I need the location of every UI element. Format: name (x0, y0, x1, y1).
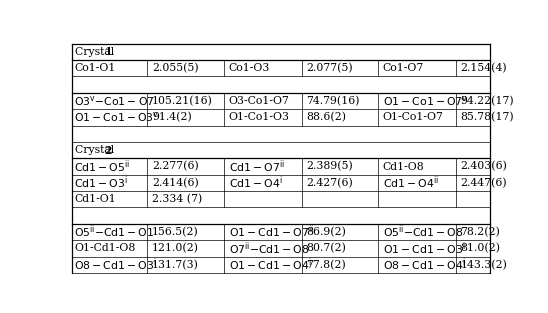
Text: 86.9(2): 86.9(2) (306, 227, 346, 237)
Text: $\rm{O8-Cd1-O4}^{i}\rm{}$: $\rm{O8-Cd1-O4}^{i}\rm{}$ (383, 257, 465, 273)
Text: $\rm{O7}^{ii}\rm{-Cd1-O8}$: $\rm{O7}^{ii}\rm{-Cd1-O8}$ (229, 240, 309, 257)
Text: $\rm{Cd1-O4}^{i}\rm{}$: $\rm{Cd1-O4}^{i}\rm{}$ (229, 175, 282, 191)
Text: 88.6(2): 88.6(2) (306, 112, 346, 122)
Text: $\rm{O1-Co1-O7}^{v}\rm{}$: $\rm{O1-Co1-O7}^{v}\rm{}$ (383, 94, 468, 108)
Text: 2.389(5): 2.389(5) (306, 161, 353, 172)
Text: $\rm{O5}^{ii}\rm{-Cd1-O1}$: $\rm{O5}^{ii}\rm{-Cd1-O1}$ (75, 224, 155, 240)
Text: $\rm{Cd1-O5}^{ii}\rm{}$: $\rm{Cd1-O5}^{ii}\rm{}$ (75, 158, 130, 175)
Text: 80.7(2): 80.7(2) (306, 243, 346, 254)
Text: Co1-O7: Co1-O7 (383, 63, 424, 73)
Text: 81.0(2): 81.0(2) (460, 243, 500, 254)
Text: Crystal: Crystal (75, 47, 117, 57)
Text: 74.79(16): 74.79(16) (306, 96, 360, 106)
Text: Co1-O3: Co1-O3 (229, 63, 270, 73)
Text: 2.277(6): 2.277(6) (152, 161, 199, 172)
Text: O1-Cd1-O8: O1-Cd1-O8 (75, 244, 136, 254)
Text: 91.4(2): 91.4(2) (152, 112, 192, 122)
Text: Co1-O1: Co1-O1 (75, 63, 116, 73)
Text: $\rm{O8-Cd1-O3}^{i}\rm{}$: $\rm{O8-Cd1-O3}^{i}\rm{}$ (75, 257, 157, 273)
Text: 94.22(17): 94.22(17) (460, 96, 514, 106)
Text: $\rm{O1-Co1-O3}^{v}\rm{}$: $\rm{O1-Co1-O3}^{v}\rm{}$ (75, 110, 159, 124)
Text: 105.21(16): 105.21(16) (152, 96, 213, 106)
Text: 85.78(17): 85.78(17) (460, 112, 514, 122)
Text: $\rm{O3}^{v}\rm{-Co1-O7}$: $\rm{O3}^{v}\rm{-Co1-O7}$ (75, 94, 155, 108)
Text: 1: 1 (104, 46, 112, 57)
Text: 131.7(3): 131.7(3) (152, 260, 199, 270)
Text: 2.403(6): 2.403(6) (460, 161, 507, 172)
Text: 2.427(6): 2.427(6) (306, 178, 353, 188)
Text: 2.334 (7): 2.334 (7) (152, 194, 202, 204)
Text: $\rm{O1-Cd1-O4}^{i}\rm{}$: $\rm{O1-Cd1-O4}^{i}\rm{}$ (229, 257, 311, 273)
Text: 156.5(2): 156.5(2) (152, 227, 199, 237)
Text: 2.154(4): 2.154(4) (460, 63, 507, 73)
Text: $\rm{O1-Cd1-O7}^{ii}\rm{}$: $\rm{O1-Cd1-O7}^{ii}\rm{}$ (229, 224, 313, 240)
Text: $\rm{O1-Cd1-O3}^{i}\rm{}$: $\rm{O1-Cd1-O3}^{i}\rm{}$ (383, 240, 465, 257)
Text: $\rm{Cd1-O3}^{i}\rm{}$: $\rm{Cd1-O3}^{i}\rm{}$ (75, 175, 128, 191)
Text: 2.447(6): 2.447(6) (460, 178, 507, 188)
Text: O1-Co1-O7: O1-Co1-O7 (383, 112, 444, 122)
Text: 143.3(2): 143.3(2) (460, 260, 507, 270)
Text: 121.0(2): 121.0(2) (152, 243, 199, 254)
Text: 2: 2 (104, 145, 112, 156)
Text: $\rm{Cd1-O4}^{ii}\rm{}$: $\rm{Cd1-O4}^{ii}\rm{}$ (383, 175, 439, 191)
Text: 77.8(2): 77.8(2) (306, 260, 346, 270)
Text: $\rm{O5}^{ii}\rm{-Cd1-O8}$: $\rm{O5}^{ii}\rm{-Cd1-O8}$ (383, 224, 464, 240)
Text: Crystal: Crystal (75, 145, 117, 155)
Text: 2.055(5): 2.055(5) (152, 63, 199, 73)
Text: O3-Co1-O7: O3-Co1-O7 (229, 96, 289, 106)
Text: Cd1-O1: Cd1-O1 (75, 194, 116, 204)
Text: 78.2(2): 78.2(2) (460, 227, 500, 237)
Text: $\rm{Cd1-O7}^{ii}\rm{}$: $\rm{Cd1-O7}^{ii}\rm{}$ (229, 158, 284, 175)
Text: 2.077(5): 2.077(5) (306, 63, 353, 73)
Text: 2.414(6): 2.414(6) (152, 178, 199, 188)
Text: O1-Co1-O3: O1-Co1-O3 (229, 112, 289, 122)
Text: Cd1-O8: Cd1-O8 (383, 162, 425, 172)
